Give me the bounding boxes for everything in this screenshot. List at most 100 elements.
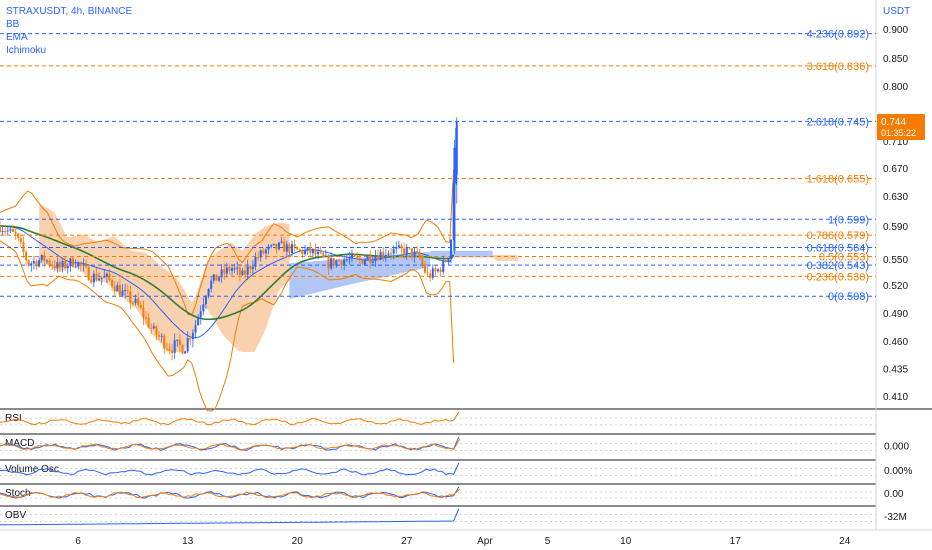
- panel-label-rsi[interactable]: RSI: [5, 413, 22, 424]
- price-badge-value: 0.744: [881, 117, 906, 128]
- candle-body: [267, 246, 270, 250]
- candle-body: [69, 258, 72, 267]
- candle-body: [337, 260, 340, 262]
- candle-body: [25, 252, 28, 261]
- candle-body: [225, 267, 228, 274]
- candle-body: [405, 247, 408, 255]
- candle-body: [38, 260, 41, 267]
- candle-body: [309, 247, 312, 254]
- indicator-panels: RSI MACD 0.000 Volume Osc 0.00% Stoch 0.00 OBV -…: [0, 411, 912, 526]
- candle-body: [163, 335, 166, 349]
- y-tick-label: 0.670: [883, 164, 908, 175]
- candle-body: [379, 251, 382, 260]
- candle-body: [27, 260, 30, 266]
- panel-label-macd[interactable]: MACD: [5, 438, 34, 449]
- candle-body: [314, 248, 317, 255]
- y-tick-label: 0.630: [883, 192, 908, 203]
- candle-body: [142, 307, 145, 318]
- indicator-bb-label[interactable]: BB: [6, 19, 20, 30]
- candle-body: [134, 298, 137, 303]
- indicator-ichimoku-label[interactable]: Ichimoku: [6, 45, 46, 56]
- candle-body: [145, 317, 147, 319]
- candle-body: [168, 348, 171, 351]
- candle-body: [126, 290, 129, 292]
- candle-body: [223, 269, 226, 274]
- ichimoku-cloud-bear-future: [492, 254, 520, 261]
- y-tick-label: 0.590: [883, 222, 908, 233]
- time-axis[interactable]: 6 13 20 27 Apr 5 10 17 24: [75, 536, 850, 547]
- candle-body: [1, 230, 4, 232]
- candle-body: [374, 256, 377, 262]
- candle-body: [103, 276, 106, 278]
- candle-body: [296, 246, 299, 250]
- price-axis[interactable]: 0.900 0.850 0.800 0.710 0.670 0.630 0.590 0.550…: [883, 25, 908, 403]
- candle-body: [210, 280, 213, 289]
- candle-body: [228, 267, 231, 271]
- fib-level-label: 3.618(0.836): [807, 61, 869, 73]
- candle-body: [450, 239, 453, 259]
- candlesticks[interactable]: [0, 117, 458, 361]
- candle-body: [241, 270, 244, 276]
- symbol-title[interactable]: STRAXUSDT, 4h, BINANCE: [6, 6, 132, 17]
- candle-body: [408, 247, 411, 249]
- candle-body: [429, 273, 432, 278]
- panel-label-stoch[interactable]: Stoch: [5, 488, 31, 499]
- candle-body: [301, 249, 304, 255]
- candle-body: [293, 244, 296, 247]
- candle-body: [304, 250, 307, 255]
- candle-body: [22, 242, 25, 253]
- candle-body: [251, 266, 254, 270]
- indicator-ema-label[interactable]: EMA: [6, 32, 28, 43]
- candle-body: [220, 269, 223, 278]
- candle-body: [291, 244, 293, 253]
- bollinger-lower: [0, 240, 455, 412]
- fib-level-label: 0.618(0.564): [807, 242, 869, 254]
- y-tick-label: 0.490: [883, 309, 908, 320]
- panel-value-label: 0.000: [884, 441, 909, 452]
- indicator-line: [0, 508, 460, 526]
- candle-body: [204, 296, 207, 305]
- candle-body: [233, 268, 236, 270]
- candle-body: [327, 256, 330, 269]
- fibonacci-retracement[interactable]: 4.236(0.892) 3.618(0.836) 2.618(0.745) 1.61…: [0, 29, 876, 304]
- price-badge-countdown: 01:35:22: [881, 128, 916, 138]
- candle-body: [137, 298, 140, 305]
- candle-body: [246, 266, 249, 275]
- ichimoku-cloud: [39, 203, 520, 352]
- panel-label-obv[interactable]: OBV: [5, 510, 26, 521]
- candle-body: [199, 311, 202, 318]
- candle-body: [66, 266, 69, 269]
- candle-body: [74, 266, 77, 268]
- candle-body: [111, 280, 114, 287]
- x-tick-label: Apr: [477, 536, 493, 547]
- candle-body: [285, 244, 288, 252]
- candle-body: [184, 351, 187, 354]
- candle-body: [345, 259, 348, 261]
- x-tick-label: 27: [401, 536, 413, 547]
- candle-body: [330, 258, 333, 269]
- indicator-line: [0, 462, 460, 476]
- candle-body: [439, 269, 442, 273]
- x-tick-label: 13: [182, 536, 194, 547]
- indicator-signal-line: [0, 438, 461, 451]
- candle-body: [392, 248, 395, 254]
- candle-body: [356, 256, 359, 258]
- candle-body: [165, 348, 168, 350]
- candle-body: [30, 263, 33, 266]
- candle-body: [423, 264, 426, 273]
- fib-level-label: 0(0.508): [828, 291, 869, 303]
- candle-body: [254, 257, 257, 267]
- y-tick-label: 0.850: [883, 54, 908, 65]
- candle-body: [48, 260, 51, 265]
- candle-body: [455, 121, 458, 175]
- candle-body: [186, 338, 189, 352]
- candle-body: [124, 290, 127, 292]
- panel-label-volume-osc[interactable]: Volume Osc: [5, 464, 59, 475]
- candle-body: [371, 261, 374, 263]
- candle-body: [35, 261, 38, 267]
- candle-body: [387, 253, 390, 256]
- y-tick-label: 0.710: [883, 137, 908, 148]
- candle-body: [335, 260, 338, 266]
- ichimoku-cloud-bear: [39, 203, 290, 352]
